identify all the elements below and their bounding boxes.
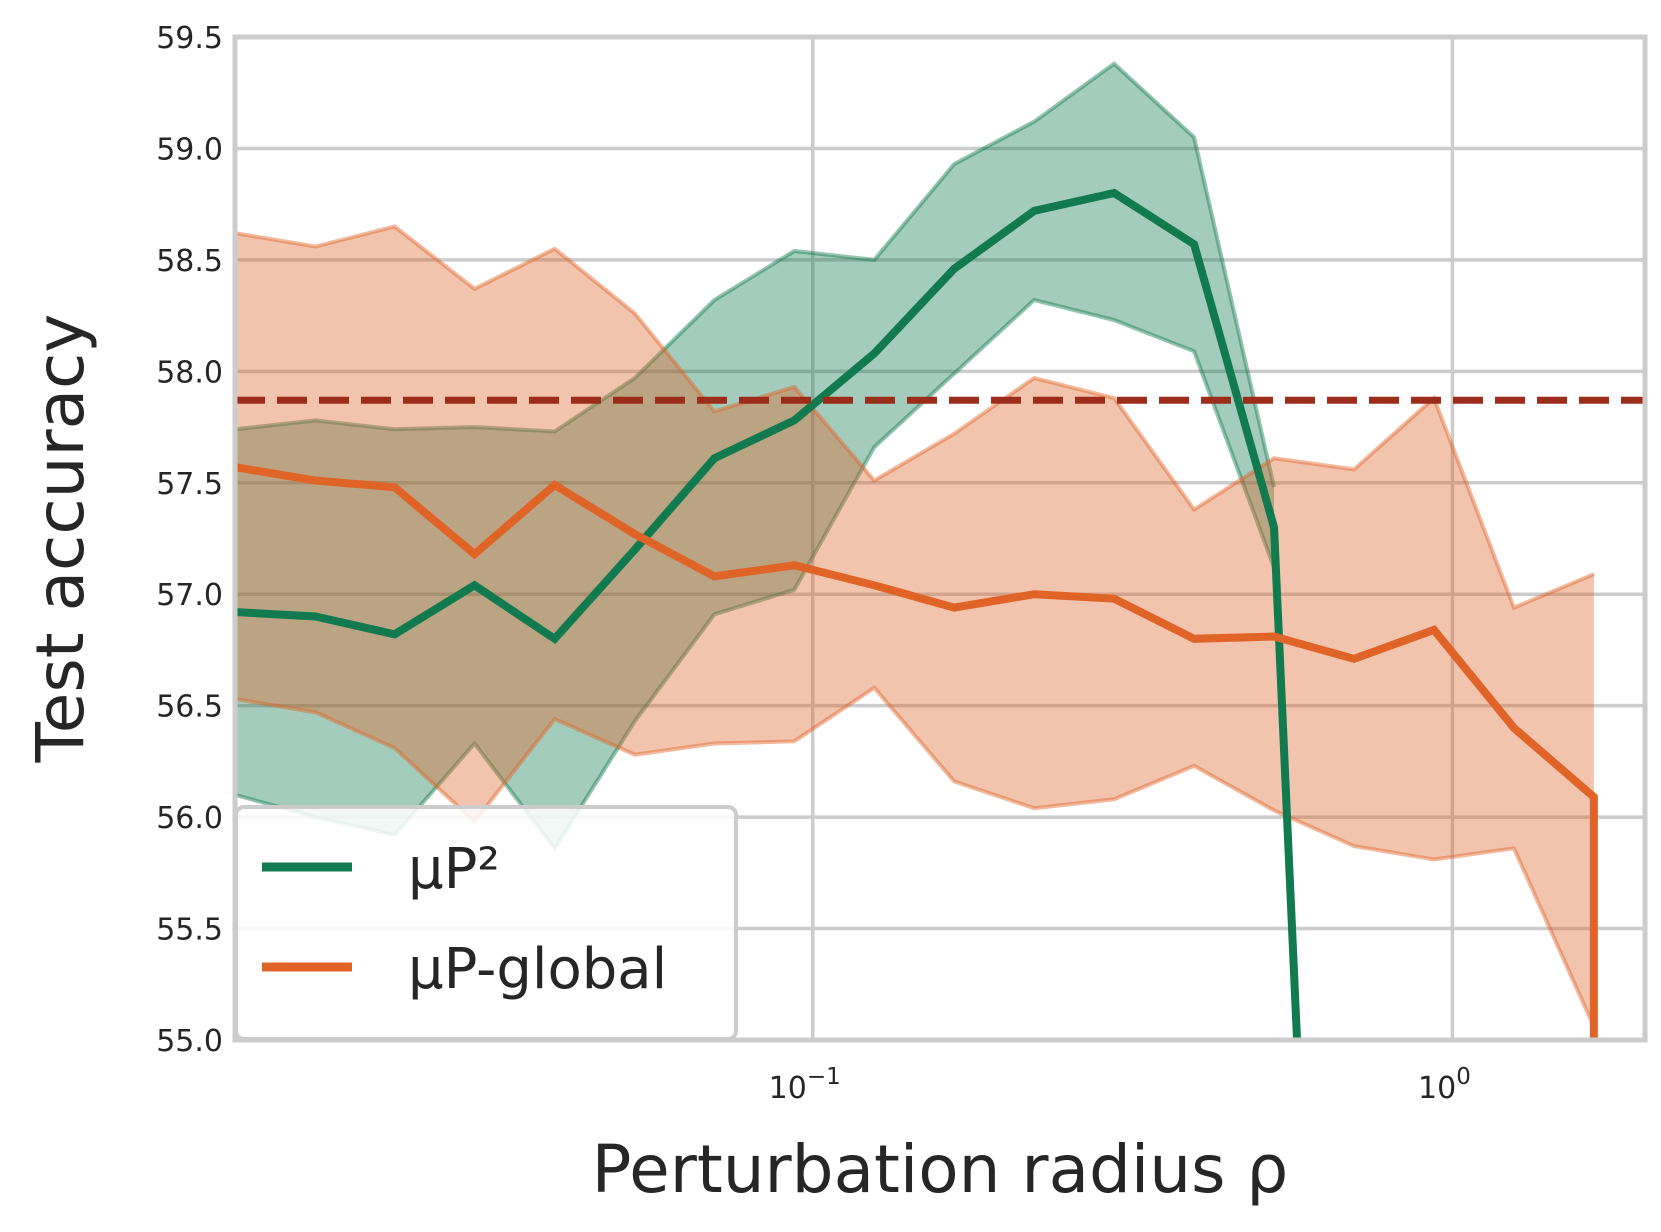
band-upper-edge — [235, 224, 1595, 611]
y-tick-label: 59.5 — [156, 21, 223, 56]
band-upper-edge — [235, 61, 1276, 488]
plot-frame — [232, 34, 1648, 1043]
y-tick-label: 56.5 — [156, 690, 223, 725]
legend-box — [234, 805, 738, 1041]
y-tick-label: 55.5 — [156, 913, 223, 948]
legend-label-mup-global: μP-global — [408, 937, 667, 1002]
y-tick-label: 59.0 — [156, 132, 223, 167]
y-tick-label: 57.5 — [156, 467, 223, 502]
y-tick-label: 58.5 — [156, 244, 223, 279]
y-tick-label: 57.0 — [156, 578, 223, 613]
legend-label-mup2: μP² — [408, 837, 500, 902]
series-lines — [235, 188, 1645, 1040]
y-tick-label: 58.0 — [156, 355, 223, 390]
y-tick-label: 55.0 — [156, 1024, 223, 1059]
series-line — [235, 188, 1302, 1040]
confidence-bands — [235, 61, 1596, 1028]
confidence-band — [235, 226, 1594, 1027]
y-tick-label: 56.0 — [156, 801, 223, 836]
confidence-band — [235, 63, 1275, 849]
x-tick-label: 100 — [1418, 1064, 1471, 1106]
x-tick-label: 10−1 — [769, 1064, 841, 1106]
x-axis-label: Perturbation radius ρ — [592, 1131, 1289, 1208]
series-line — [235, 463, 1598, 1040]
legend: μP² μP-global — [234, 805, 738, 1041]
y-axis-label: Test accuracy — [22, 314, 99, 764]
